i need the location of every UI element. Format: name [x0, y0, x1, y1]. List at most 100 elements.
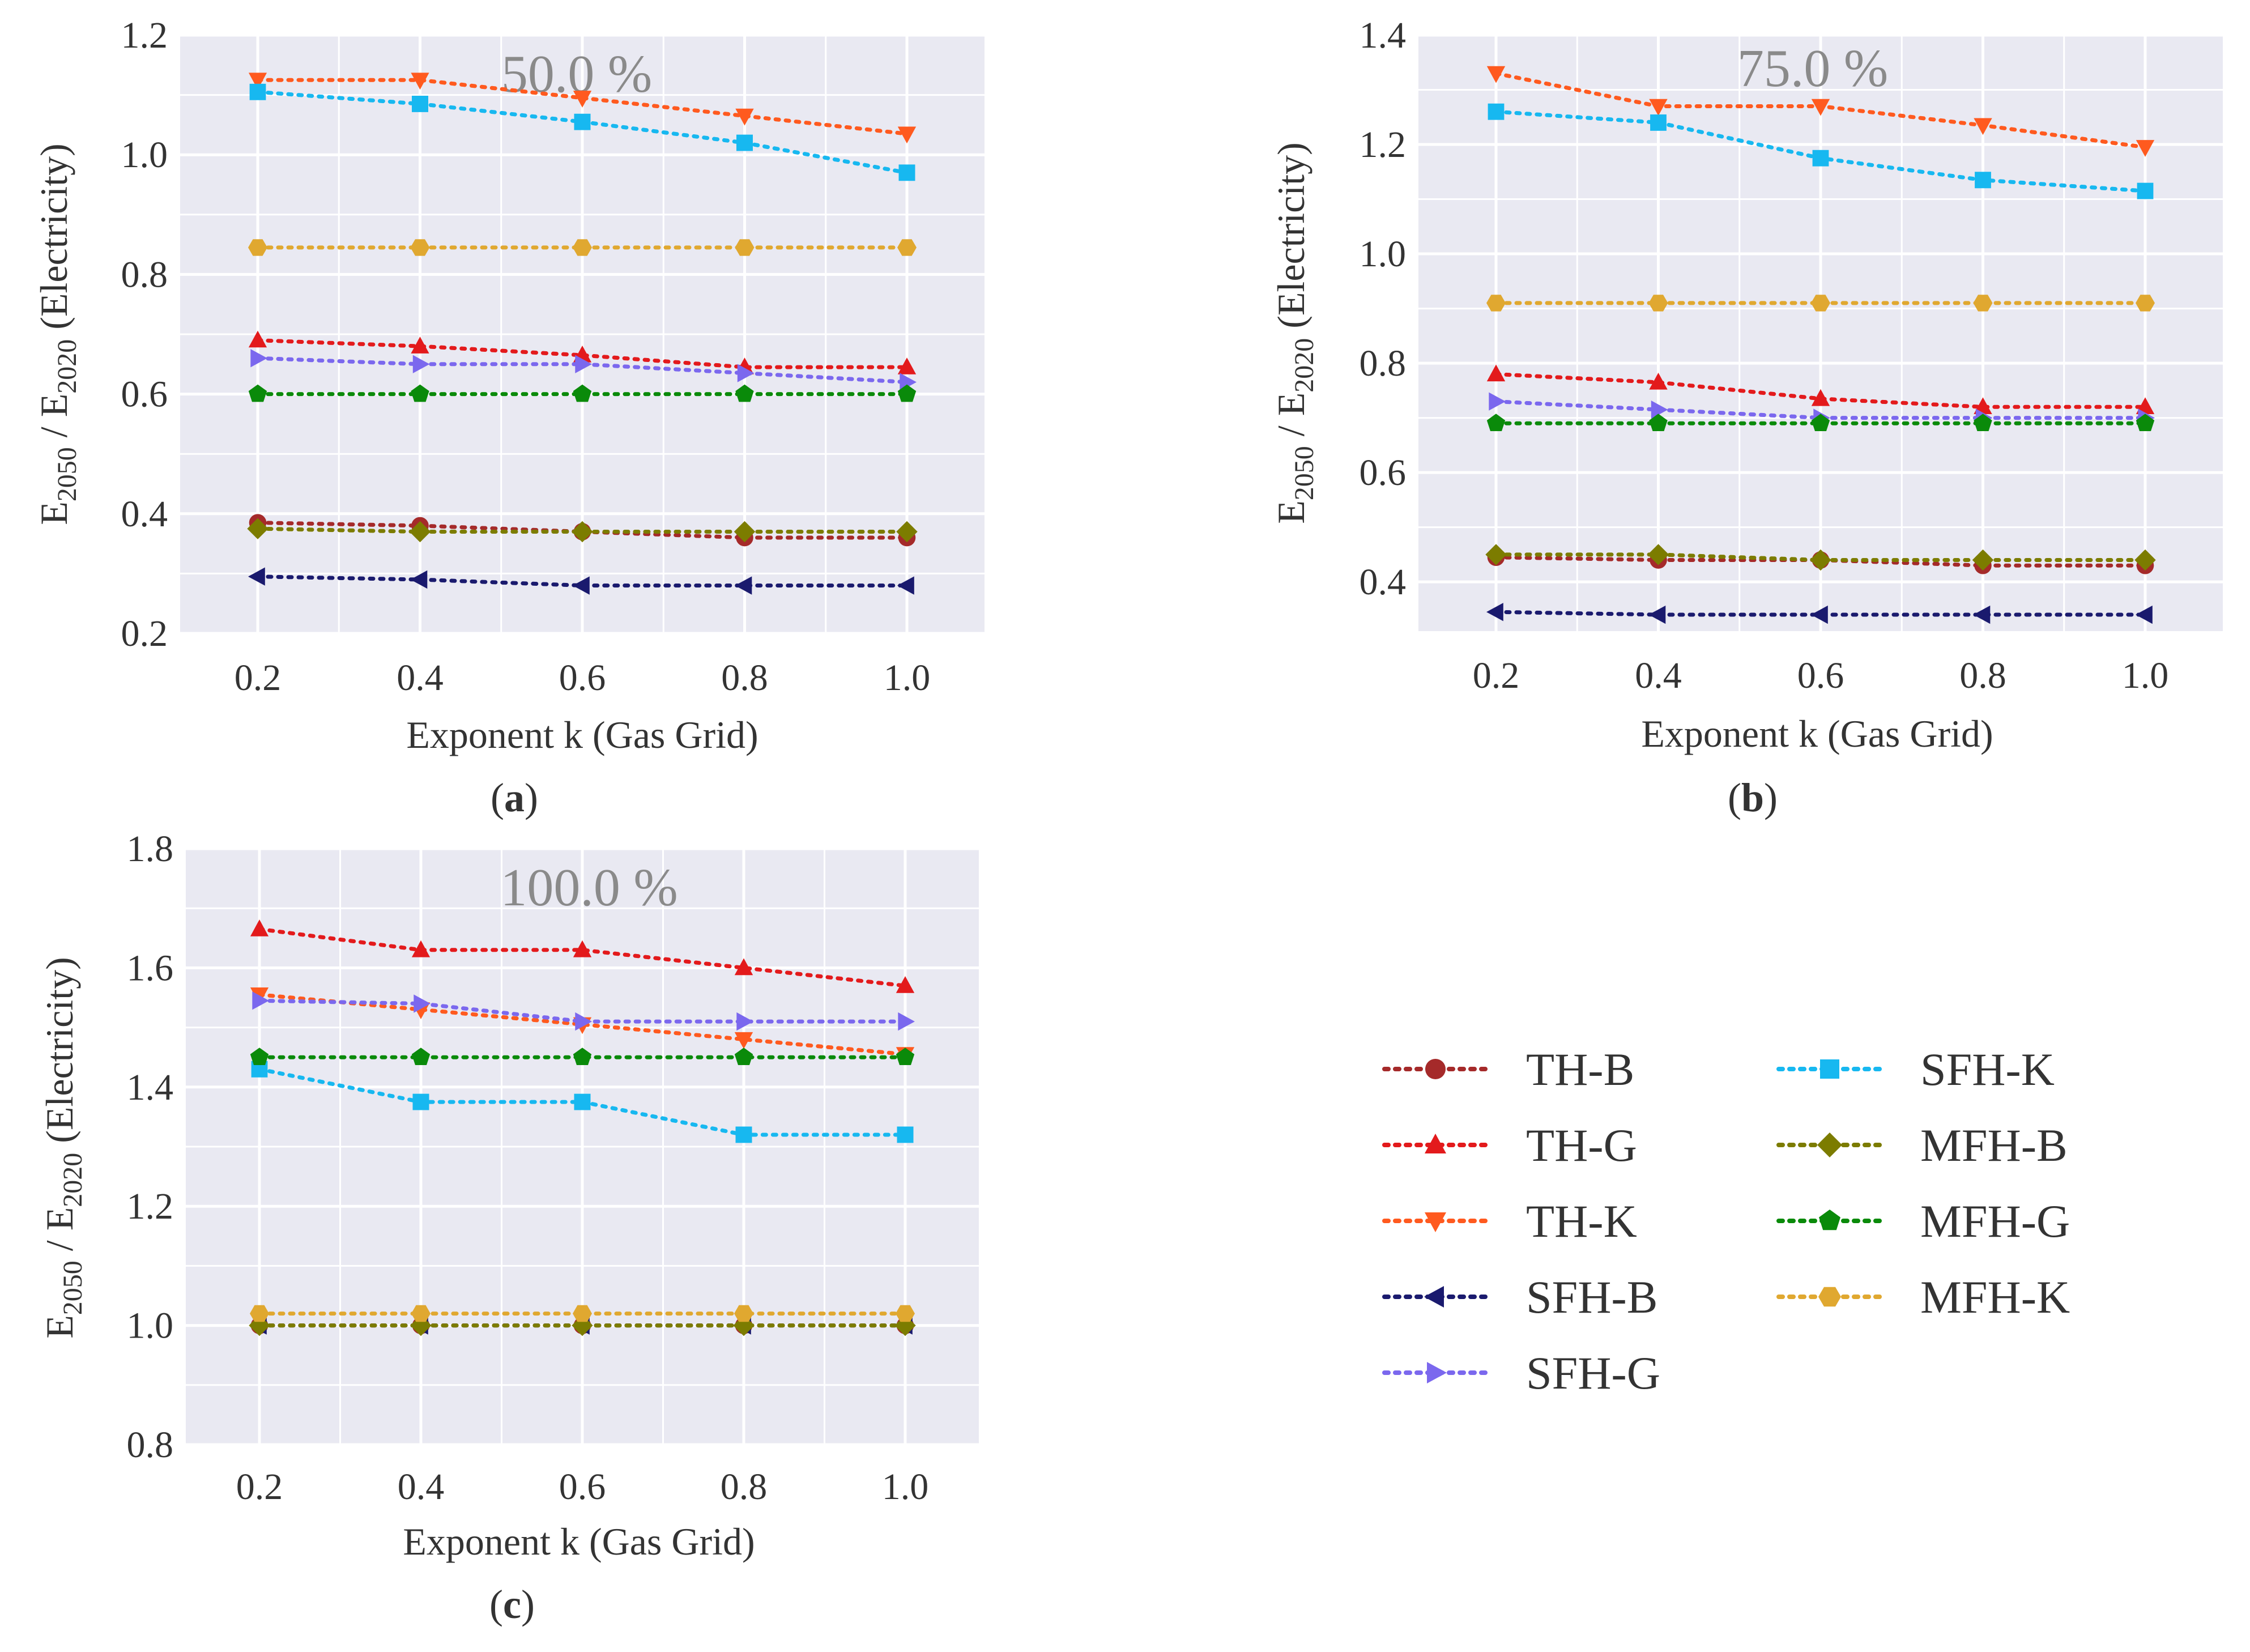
x-tick-label: 0.4: [398, 1466, 445, 1508]
data-point: [411, 73, 429, 90]
data-point: [1811, 99, 1830, 116]
y-tick-label: 0.8: [127, 1424, 174, 1466]
x-tick-label: 0.6: [559, 1466, 606, 1508]
y-tick-label: 1.0: [127, 1305, 174, 1347]
data-point: [2134, 549, 2156, 571]
data-point: [410, 239, 430, 256]
data-point: [898, 1012, 915, 1031]
y-label-suffix-a: (Electricity): [32, 143, 75, 339]
data-point: [250, 1305, 269, 1322]
legend: TH-B TH-G TH-K SFH-B SFH-G SFH-K MFH-B MFH-G MFH…: [1382, 1044, 2070, 1399]
data-point: [734, 1032, 753, 1049]
data-point: [735, 576, 752, 595]
y-axis-label-b: E2050 / E2020 (Electricity): [1269, 142, 1319, 523]
data-point: [575, 1012, 592, 1031]
data-point: [898, 164, 915, 181]
y-label-mid-b: / E: [1269, 393, 1312, 446]
x-tick-label: 1.0: [882, 1466, 929, 1508]
y-axis-label-c: E2050 / E2020 (Electricity): [38, 957, 88, 1338]
data-point: [2136, 605, 2153, 624]
legend-item-mfh-k: MFH-K: [1776, 1271, 2070, 1323]
series-th-k: [248, 73, 917, 144]
data-point: [897, 126, 917, 144]
series-sfh-k: [249, 83, 915, 181]
data-point: [411, 1048, 431, 1065]
legend-marker: [1820, 1059, 1839, 1079]
data-point: [573, 1048, 592, 1065]
data-point: [1972, 549, 1994, 571]
panel-label-a: (a): [491, 775, 538, 820]
data-point: [1486, 66, 1506, 83]
series-c: [249, 919, 916, 1336]
y-ticks-a: 0.2 0.4 0.6 0.8 1.0 1.2: [121, 15, 168, 654]
data-point: [248, 239, 267, 256]
series-th-g: [250, 919, 915, 993]
y-label-sub2-c: 2020: [58, 1153, 88, 1207]
legend-label: TH-K: [1526, 1195, 1637, 1247]
y-label-sub1-a: 2050: [52, 447, 82, 501]
series-sfh-k: [1488, 103, 2154, 199]
data-point: [2136, 414, 2155, 431]
legend-label: MFH-G: [1920, 1195, 2070, 1247]
legend-marker: [1818, 1287, 1841, 1307]
x-tick-label: 0.8: [721, 1466, 768, 1508]
series-b: [1485, 66, 2156, 624]
series-line: [257, 927, 907, 988]
data-point: [251, 1061, 268, 1078]
data-point: [1811, 389, 1830, 406]
data-point: [1973, 295, 1993, 312]
y-tick-label: 0.8: [1360, 343, 1407, 384]
legend-marker: [1425, 1134, 1446, 1153]
x-axis-label-c: Exponent k (Gas Grid): [403, 1520, 755, 1563]
legend-item-mfh-g: MFH-G: [1776, 1195, 2070, 1247]
data-point: [1649, 99, 1668, 116]
data-point: [736, 1012, 753, 1031]
data-point: [1488, 103, 1505, 120]
data-point: [574, 113, 591, 130]
panel-letter-a: a: [504, 775, 525, 820]
x-axis-label-b: Exponent k (Gas Grid): [1641, 712, 1993, 755]
data-point: [409, 521, 431, 543]
data-point: [2136, 397, 2155, 414]
data-point: [1648, 295, 1668, 312]
data-point: [734, 521, 756, 543]
y-tick-label: 1.2: [127, 1186, 174, 1227]
y-label-mid-c: / E: [38, 1207, 81, 1261]
x-tick-label: 0.8: [1959, 655, 2006, 696]
data-point: [248, 330, 267, 348]
data-point: [573, 576, 590, 595]
series-mfh-k: [248, 239, 917, 256]
data-point: [735, 108, 754, 126]
data-point: [1974, 118, 1992, 135]
series-mfh-k: [1486, 295, 2155, 312]
data-point: [735, 1126, 752, 1143]
x-tick-label: 0.6: [559, 657, 606, 699]
x-tick-label: 0.2: [236, 1466, 283, 1508]
series-sfh-g: [252, 991, 915, 1031]
data-point: [1974, 414, 1992, 431]
data-point: [1811, 295, 1830, 312]
data-point: [248, 384, 267, 402]
y-ticks-c: 0.8 1.0 1.2 1.4 1.6 1.8: [127, 828, 174, 1466]
data-point: [737, 364, 755, 382]
y-label-prefix-a: E: [32, 501, 75, 525]
y-tick-label: 0.6: [121, 374, 168, 415]
data-point: [736, 134, 753, 151]
data-point: [1649, 372, 1668, 390]
data-point: [252, 991, 269, 1010]
data-point: [1810, 549, 1831, 571]
data-point: [1486, 295, 1506, 312]
series-mfh-k: [250, 1305, 915, 1322]
series-sfh-k: [251, 1061, 914, 1143]
data-point: [1649, 414, 1668, 431]
data-point: [896, 521, 918, 543]
y-tick-label: 1.6: [127, 947, 174, 989]
data-point: [572, 521, 593, 543]
data-point: [735, 239, 755, 256]
data-point: [896, 1048, 915, 1065]
legend-item-th-k: TH-K: [1382, 1195, 1637, 1247]
y-label-sub1-c: 2050: [58, 1261, 88, 1315]
data-point: [2136, 140, 2155, 157]
y-tick-label: 1.4: [1360, 15, 1407, 56]
